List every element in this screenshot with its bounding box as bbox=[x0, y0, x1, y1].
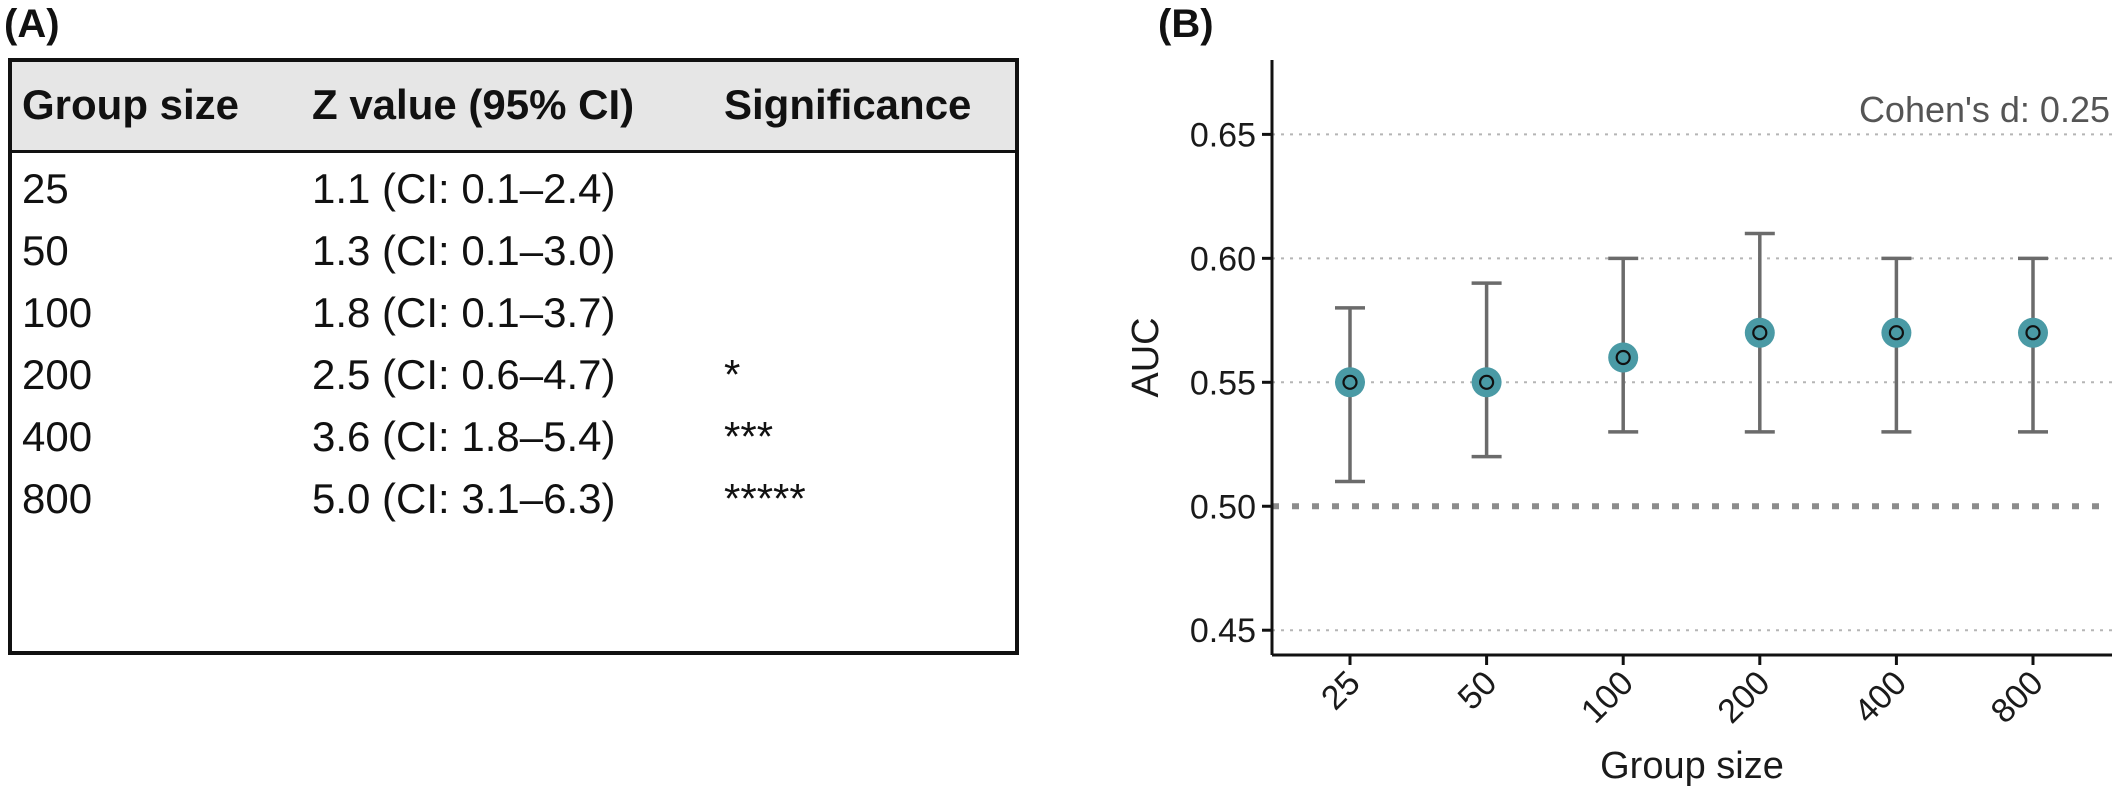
z-value-cell: 1.1 (CI: 0.1–2.4) bbox=[312, 165, 616, 212]
table-row: 200 2.5 (CI: 0.6–4.7) * bbox=[12, 336, 1015, 422]
significance-cell: *** bbox=[724, 413, 774, 460]
table-row: 400 3.6 (CI: 1.8–5.4) *** bbox=[12, 398, 1015, 484]
data-point-center bbox=[1888, 325, 1905, 341]
auc-errorbar-chart: 0.45 0.50 0.55 0.60 0.65 25 50 100 200 400 800 AUC G… bbox=[1125, 60, 2112, 787]
data-point bbox=[1335, 367, 1365, 398]
column-header-significance: Significance bbox=[724, 81, 972, 128]
group-size-cell: 800 bbox=[22, 475, 93, 522]
significance-cell: ***** bbox=[724, 475, 806, 522]
data-point bbox=[1881, 317, 1912, 348]
data-point-center bbox=[1479, 374, 1495, 390]
y-tick-label: 0.50 bbox=[1190, 488, 1256, 526]
table-header: Group size Z value (95% CI) Significance bbox=[12, 62, 1015, 153]
z-value-cell: 3.6 (CI: 1.8–5.4) bbox=[312, 413, 616, 460]
y-tick-label: 0.65 bbox=[1190, 116, 1256, 154]
panel-b-label: (B) bbox=[1158, 2, 1214, 46]
table-row: 25 1.1 (CI: 0.1–2.4) bbox=[12, 150, 1015, 236]
gridlines bbox=[1272, 133, 2112, 632]
data-point bbox=[1471, 367, 1502, 398]
data-point bbox=[2018, 317, 2048, 348]
data-point-center bbox=[1342, 374, 1358, 390]
z-value-table: Group size Z value (95% CI) Significance… bbox=[8, 58, 1019, 655]
data-point bbox=[1744, 317, 1775, 348]
group-size-cell: 400 bbox=[22, 413, 93, 460]
data-point bbox=[1608, 342, 1639, 373]
axes bbox=[1262, 60, 2112, 665]
z-value-cell: 2.5 (CI: 0.6–4.7) bbox=[312, 351, 616, 398]
error-bars bbox=[1335, 231, 2048, 484]
table-row: 800 5.0 (CI: 3.1–6.3) ***** bbox=[12, 460, 1015, 546]
column-header-group-size: Group size bbox=[22, 81, 240, 128]
data-point-center bbox=[1752, 325, 1768, 341]
column-header-z-value: Z value (95% CI) bbox=[312, 81, 635, 128]
group-size-cell: 50 bbox=[22, 227, 69, 274]
group-size-cell: 25 bbox=[22, 165, 69, 212]
x-tick-label: 800 bbox=[1984, 664, 2051, 731]
significance-cell: * bbox=[724, 351, 741, 398]
table-row: 50 1.3 (CI: 0.1–3.0) bbox=[12, 212, 1015, 298]
effect-size-annotation: Cohen's d: 0.25 bbox=[1859, 89, 2110, 130]
y-axis-title: AUC bbox=[1125, 317, 1167, 397]
x-tick-label: 25 bbox=[1314, 664, 1368, 718]
y-tick-label: 0.60 bbox=[1190, 240, 1256, 278]
group-size-cell: 100 bbox=[22, 289, 93, 336]
y-tick-label: 0.45 bbox=[1190, 612, 1256, 650]
group-size-cell: 200 bbox=[22, 351, 93, 398]
z-value-cell: 5.0 (CI: 3.1–6.3) bbox=[312, 475, 616, 522]
data-points bbox=[1335, 317, 2048, 398]
x-axis-title: Group size bbox=[1600, 745, 1784, 787]
y-tick-label: 0.55 bbox=[1190, 364, 1256, 402]
panel-a-label: (A) bbox=[4, 2, 60, 46]
z-value-cell: 1.8 (CI: 0.1–3.7) bbox=[312, 289, 616, 336]
x-tick-label: 100 bbox=[1574, 664, 1641, 731]
x-tick-label: 50 bbox=[1451, 664, 1505, 718]
table-row: 100 1.8 (CI: 0.1–3.7) bbox=[12, 274, 1015, 360]
data-point-center bbox=[2025, 325, 2041, 341]
x-tick-label: 400 bbox=[1847, 664, 1914, 731]
x-tick-label: 200 bbox=[1710, 664, 1777, 731]
data-point-center bbox=[1615, 349, 1631, 366]
z-value-cell: 1.3 (CI: 0.1–3.0) bbox=[312, 227, 616, 274]
